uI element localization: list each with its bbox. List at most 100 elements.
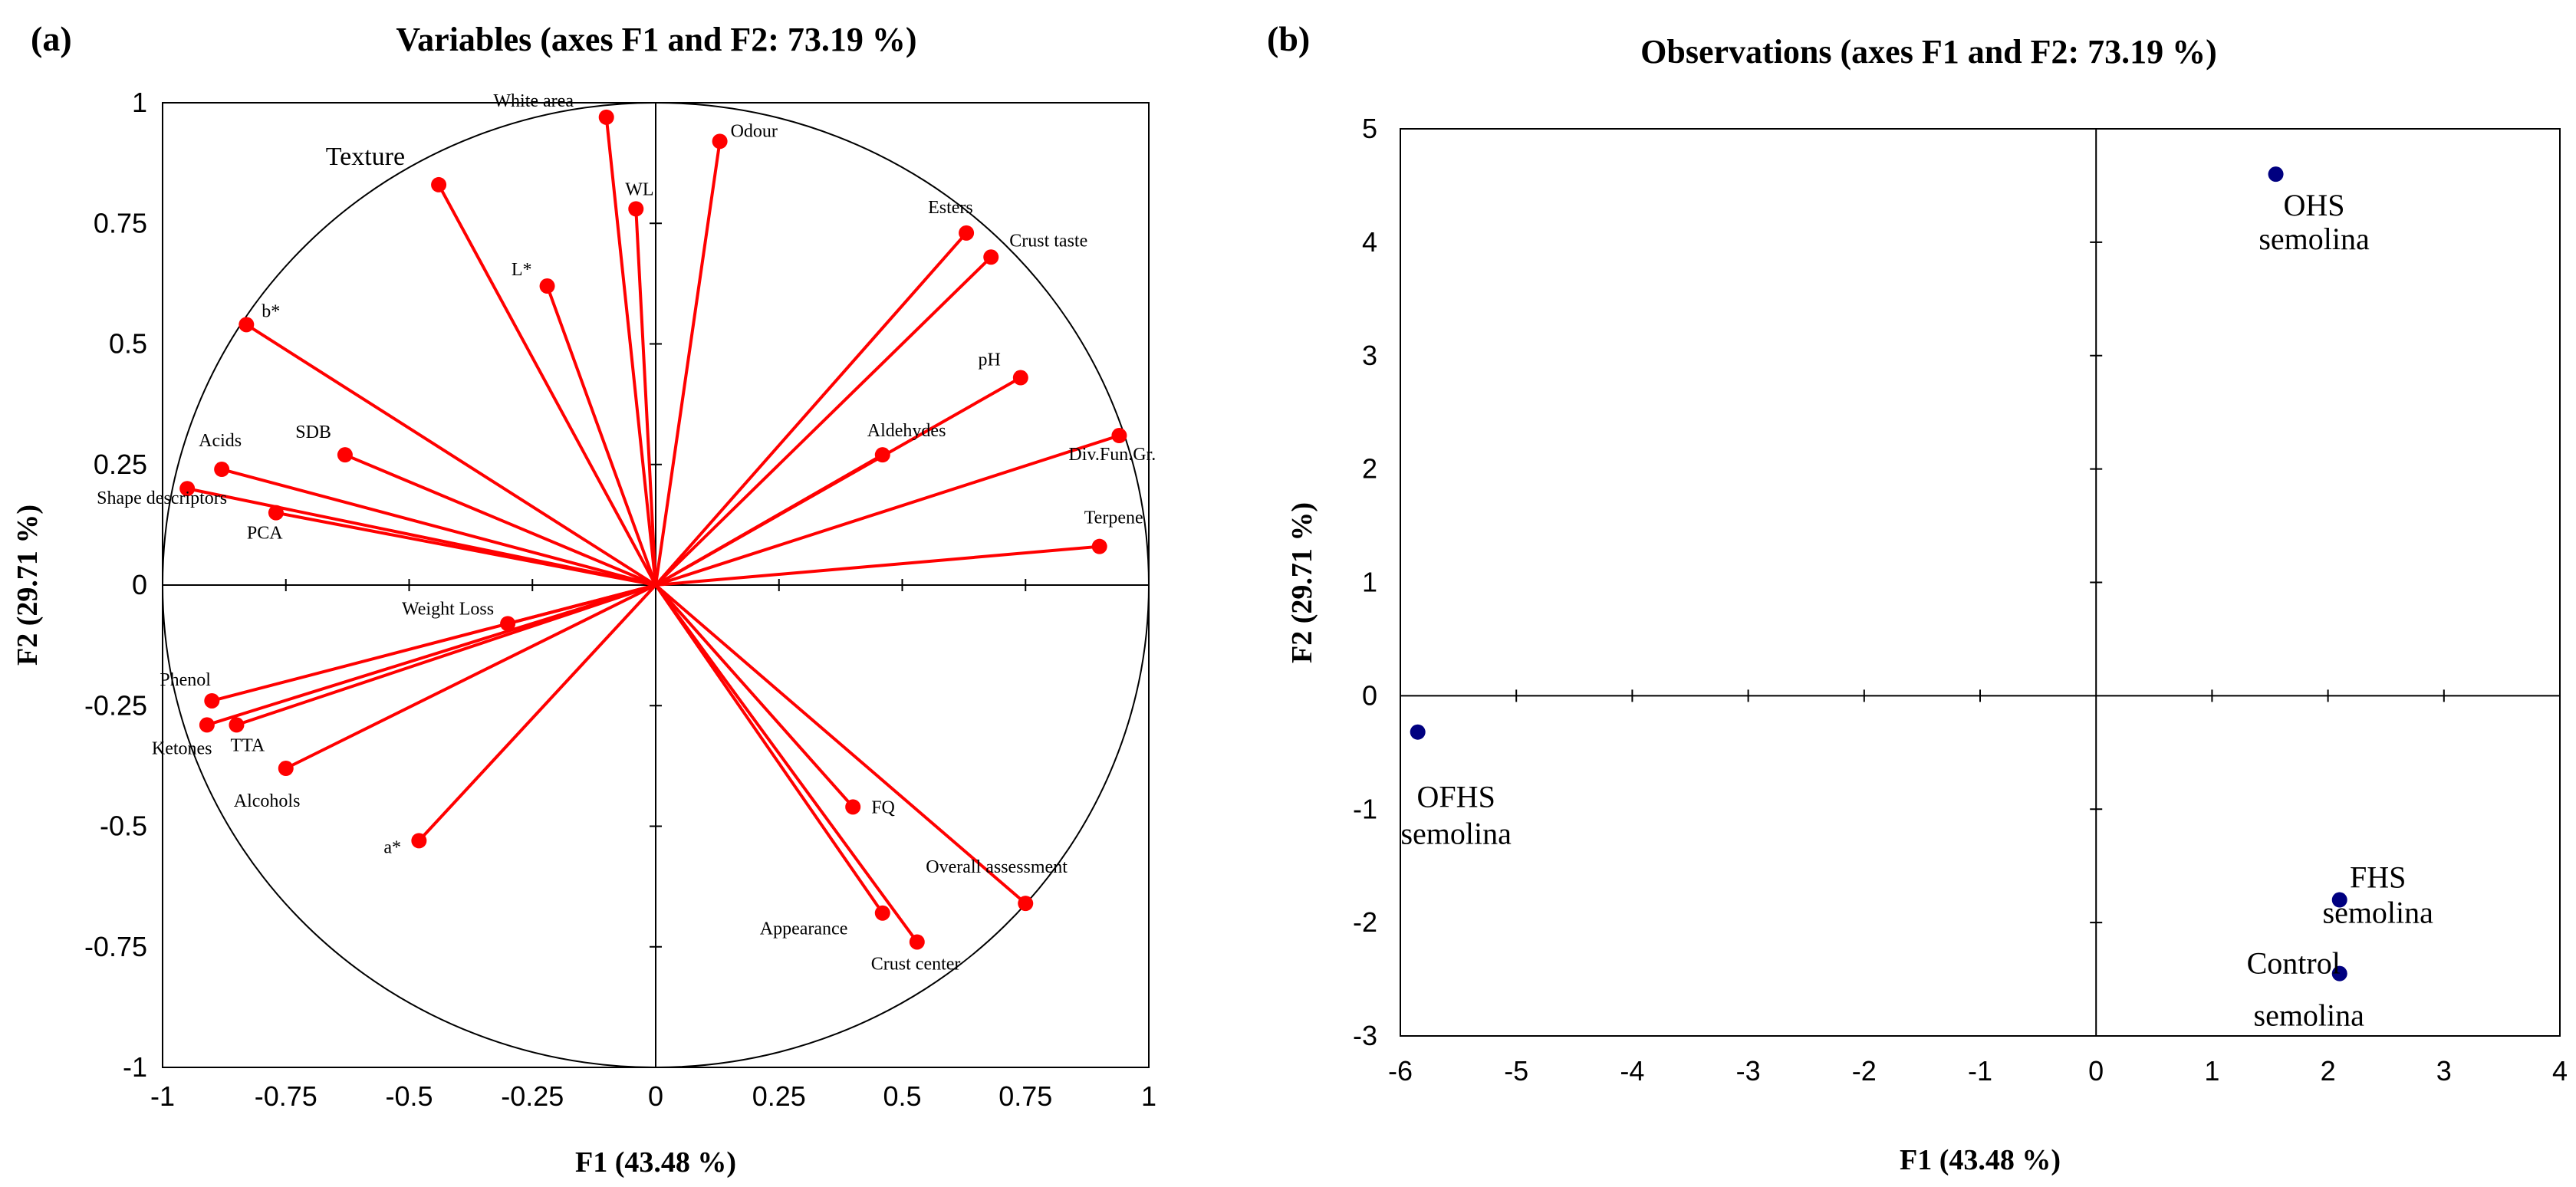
vector-esters (654, 232, 968, 587)
vector-terpene (655, 544, 1100, 587)
vector-fq (654, 584, 854, 808)
panel-b-x-tick-label: 4 (2552, 1055, 2568, 1087)
panel-b-x-tick-label: -1 (1968, 1055, 1992, 1087)
panel-b-x-tick-label: -6 (1388, 1055, 1413, 1087)
vector-crust-taste (654, 255, 992, 587)
point-white-area (598, 109, 614, 125)
label-fq: FQ (871, 797, 895, 817)
panel-a-y-tick-label: -0.5 (100, 811, 147, 842)
panel-b-y-tick-label: -3 (1353, 1020, 1377, 1051)
point-ketones (199, 717, 215, 733)
label-phenol: Phenol (160, 670, 211, 690)
panel-a-x-tick-labels: -1 -0.75 -0.5 -0.25 0 0.25 0.5 0.75 1 (150, 1080, 1156, 1112)
panel-b-axis-ticks (1515, 241, 2445, 924)
point-odour (712, 133, 728, 150)
panel-a-x-tick-label: 0.75 (998, 1080, 1052, 1112)
point-overall-assessment (1018, 896, 1034, 912)
label-weight-loss: Weight Loss (402, 599, 494, 619)
obs-point-ohs (2268, 166, 2284, 182)
panel-a-x-tick-label: -0.25 (501, 1080, 564, 1112)
obs-label-ofhs-line2: semolina (1400, 817, 1512, 851)
panel-b-y-tick-label: 2 (1362, 453, 1377, 485)
panel-a-x-tick-label: -0.75 (255, 1080, 317, 1112)
panel-a-y-tick-label: 1 (132, 87, 147, 118)
obs-label-fhs: FHS (2350, 860, 2406, 895)
panel-a-y-tick-label: -1 (123, 1051, 147, 1083)
panel-b-y-axis-title: F2 (29.71 %) (1286, 502, 1318, 663)
vector-appearance (654, 584, 884, 914)
panel-a-x-tick-label: 0.5 (883, 1080, 921, 1112)
label-div-fun-gr: Div.Fun.Gr. (1068, 445, 1156, 465)
vector-pca (275, 511, 656, 587)
point-crust-taste (983, 249, 999, 265)
panel-b-x-tick-label: -4 (1620, 1055, 1644, 1087)
point-b (239, 317, 255, 333)
label-sdb: SDB (295, 423, 331, 442)
label-ketones: Ketones (152, 738, 212, 758)
point-a (411, 833, 427, 849)
panel-a-variables: (a) Variables (axes F1 and F2: 73.19 %) … (12, 19, 1156, 1179)
label-white-area: White area (493, 91, 574, 111)
panel-b-y-tick-label: 4 (1362, 226, 1377, 258)
panel-a-x-tick-label: 0.25 (752, 1080, 806, 1112)
panel-b-points (1410, 166, 2347, 981)
obs-point-fhs (2331, 892, 2347, 908)
vector-crust-center (654, 584, 919, 943)
vector-alcohols (285, 584, 656, 770)
vector-b (245, 323, 657, 587)
panel-a-axis-ticks (162, 102, 1150, 1068)
panel-a-y-tick-labels: -1 -0.75 -0.5 -0.25 0 0.25 0.5 0.75 1 (84, 87, 147, 1083)
obs-label-ohs: OHS (2284, 188, 2345, 222)
vector-ketones (206, 584, 656, 727)
panel-b-x-tick-label: 2 (2321, 1055, 2336, 1087)
point-appearance (874, 905, 890, 921)
panel-a-letter: (a) (31, 19, 72, 58)
panel-a-y-tick-label: 0 (132, 569, 147, 600)
panel-a-x-tick-label: 0 (648, 1080, 663, 1112)
panel-a-x-tick-label: -1 (150, 1080, 175, 1112)
point-texture (431, 176, 447, 192)
panel-b-y-tick-label: 1 (1362, 567, 1377, 598)
point-shape-descriptors (179, 481, 196, 497)
point-aldehydes (874, 447, 890, 463)
panel-a-y-tick-label: 0.5 (109, 328, 147, 360)
obs-point-control (2331, 965, 2347, 981)
label-crust-center: Crust center (871, 954, 961, 974)
panel-a-y-tick-label: 0.25 (94, 449, 147, 480)
panel-a-points (179, 109, 1127, 950)
panel-b-x-tick-label: -5 (1504, 1055, 1528, 1087)
panel-b-plot-frame (1400, 128, 2561, 1037)
panel-b-x-tick-label: -3 (1736, 1055, 1761, 1087)
panel-a-variable-labels: White area Odour WL Texture L* b* Esters Crust … (97, 91, 1156, 975)
label-appearance: Appearance (760, 919, 848, 939)
label-acids: Acids (199, 431, 242, 451)
vector-white-area (604, 117, 657, 586)
point-pca (268, 505, 284, 521)
panel-a-y-tick-label: -0.25 (84, 689, 147, 721)
vector-aldehydes (655, 453, 883, 587)
vector-overall-assessment (654, 584, 1027, 905)
vector-div-fun-gr (655, 434, 1120, 587)
label-ph: pH (978, 350, 1000, 370)
panel-a-y-tick-label: -0.75 (84, 931, 147, 962)
point-alcohols (278, 761, 294, 777)
label-alcohols: Alcohols (234, 791, 301, 811)
panel-b-x-tick-label: 0 (2088, 1055, 2104, 1087)
point-phenol (204, 692, 220, 709)
label-esters: Esters (928, 198, 973, 218)
vector-a (417, 584, 657, 842)
panel-b-y-tick-label: 3 (1362, 340, 1377, 371)
panel-a-x-tick-label: -0.5 (385, 1080, 433, 1112)
vector-l (545, 285, 657, 586)
obs-label-ofhs: OFHS (1417, 780, 1495, 814)
obs-label-ohs-line2: semolina (2259, 222, 2370, 256)
point-esters (959, 225, 975, 241)
panel-a-y-axis-title: F2 (29.71 %) (12, 505, 44, 666)
vector-wl (634, 209, 657, 586)
panel-b-observations: (b) Observations (axes F1 and F2: 73.19 … (1267, 19, 2568, 1176)
label-pca: PCA (247, 524, 283, 544)
point-weight-loss (500, 616, 516, 632)
panel-b-y-tick-label: 0 (1362, 679, 1377, 711)
panel-b-x-axis-title: F1 (43.48 %) (1900, 1144, 2061, 1176)
